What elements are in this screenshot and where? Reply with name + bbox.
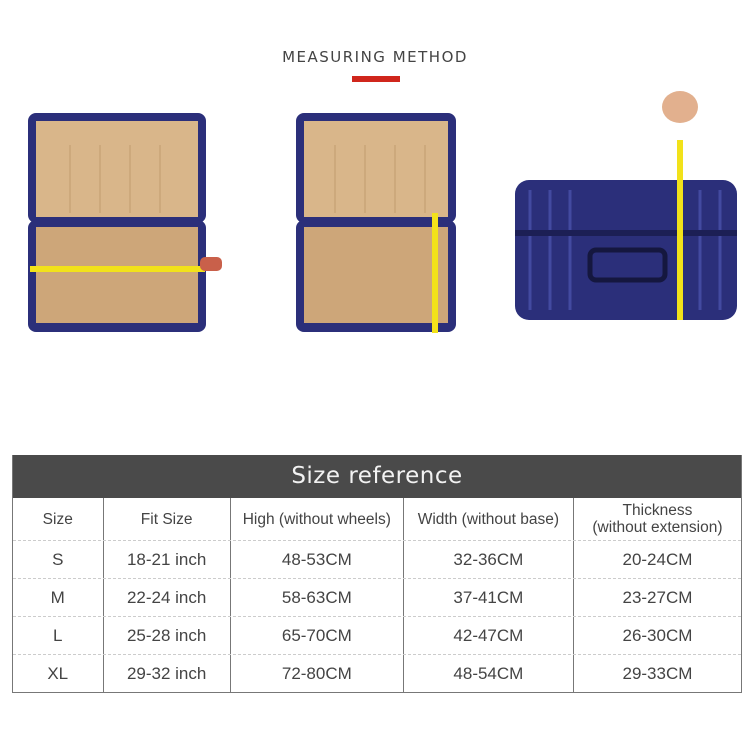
closed-suitcase-thickness-measure-icon [515,91,737,320]
table-cell: 72-80CM [231,655,404,692]
table-cell: 25-28 inch [104,617,231,654]
table-cell: 48-53CM [231,541,404,578]
table-title: Size reference [13,455,741,498]
table-cell: 26-30CM [622,625,693,645]
table-row: XL 29-32 inch 72-80CM 48-54CM 29-33CM [13,655,741,692]
column-header: Thickness (without extension) [592,502,723,536]
column-header: High (without wheels) [231,498,404,540]
table-cell: M [13,579,104,616]
table-row: M 22-24 inch 58-63CM 37-41CM 23-27CM [13,579,741,617]
table-cell: 29-32 inch [104,655,231,692]
column-header: Fit Size [104,498,231,540]
heading-underline [352,76,400,82]
table-cell: 37-41CM [404,579,574,616]
table-cell: 29-33CM [622,663,693,683]
table-header-row: Size Fit Size High (without wheels) Width (… [13,498,741,541]
table-cell: 42-47CM [404,617,574,654]
table-cell: 65-70CM [231,617,404,654]
table-cell: 58-63CM [231,579,404,616]
table-cell: XL [13,655,104,692]
table-cell: 48-54CM [404,655,574,692]
table-row: L 25-28 inch 65-70CM 42-47CM 26-30CM [13,617,741,655]
table-cell: 22-24 inch [104,579,231,616]
open-suitcase-height-measure-icon [296,113,456,333]
table-cell: 32-36CM [404,541,574,578]
table-cell: S [13,541,104,578]
table-cell: 20-24CM [622,549,693,569]
column-header: Size [13,498,104,540]
table-cell: 18-21 inch [104,541,231,578]
size-reference-table: Size reference Size Fit Size High (without… [12,455,742,693]
column-header: Width (without base) [404,498,574,540]
table-cell: 23-27CM [622,587,693,607]
open-suitcase-width-measure-icon [28,113,222,332]
table-cell: L [13,617,104,654]
heading: MEASURING METHOD [282,48,468,66]
table-row: S 18-21 inch 48-53CM 32-36CM 20-24CM [13,541,741,579]
